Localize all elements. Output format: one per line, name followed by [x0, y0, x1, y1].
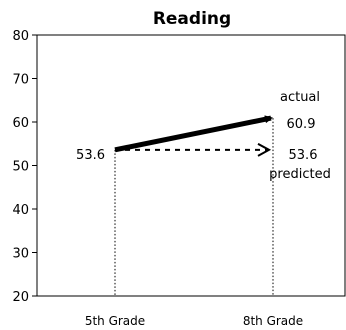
- plot-frame: [36, 34, 346, 297]
- y-tick-label: 30: [12, 247, 29, 262]
- y-tick-label: 40: [12, 203, 29, 218]
- y-tick-label: 50: [12, 160, 29, 175]
- actual-series-arrow: [114, 115, 273, 153]
- actual-legend-label: actual: [280, 90, 320, 105]
- y-tick-label: 60: [12, 116, 29, 131]
- x-category-label: 8th Grade: [243, 314, 303, 328]
- start-value-label: 53.6: [76, 148, 105, 163]
- y-tick-label: 70: [12, 73, 29, 88]
- actual-value-label: 60.9: [287, 117, 316, 132]
- x-category-label: 5th Grade: [85, 314, 145, 328]
- y-tick-label: 20: [12, 290, 29, 305]
- chart-title: Reading: [153, 9, 231, 29]
- y-tick-label: 80: [12, 29, 29, 44]
- predicted-value-label: 53.6: [289, 148, 318, 163]
- plot-area: 20 30 40 50 60 70 80 5th Grade 8th Grade 53.6 actu…: [12, 29, 346, 328]
- predicted-legend-label: predicted: [269, 167, 331, 182]
